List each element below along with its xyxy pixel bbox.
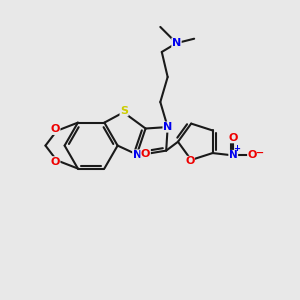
Text: N: N	[133, 150, 142, 160]
Text: O: O	[50, 157, 60, 167]
Text: S: S	[120, 106, 128, 116]
Text: N: N	[229, 150, 238, 161]
Text: O: O	[248, 150, 257, 161]
Text: O: O	[141, 148, 150, 159]
Text: O: O	[185, 156, 194, 167]
Text: O: O	[50, 124, 60, 134]
Text: O: O	[229, 133, 238, 143]
Text: +: +	[234, 144, 241, 153]
Text: N: N	[172, 38, 181, 48]
Text: −: −	[256, 148, 264, 158]
Text: N: N	[163, 122, 172, 132]
